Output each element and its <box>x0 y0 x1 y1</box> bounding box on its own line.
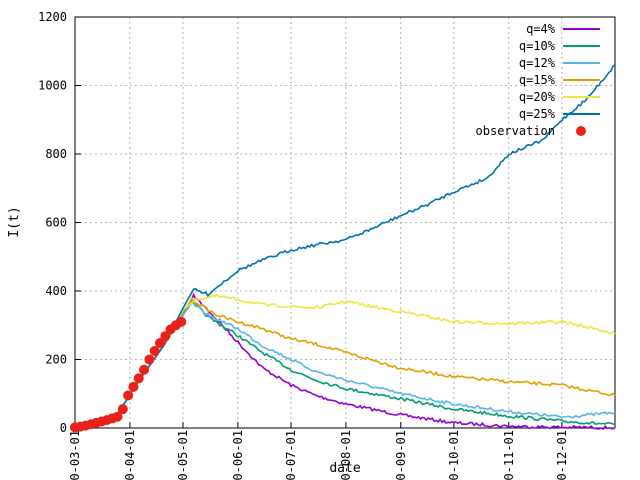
series-line <box>74 301 616 429</box>
observation-point <box>176 316 187 327</box>
observation-points <box>70 316 187 433</box>
x-tick-label: 2020-10-01 <box>447 430 461 480</box>
y-tick-label: 0 <box>60 421 67 435</box>
x-tick-label: 2020-11-01 <box>502 430 516 480</box>
observation-point <box>139 364 150 375</box>
grid-lines <box>74 16 615 429</box>
x-tick-label: 2020-06-01 <box>231 430 245 480</box>
y-tick-label: 1200 <box>38 10 67 24</box>
x-tick-label: 2020-04-01 <box>123 430 137 480</box>
y-tick-label: 800 <box>45 147 67 161</box>
x-tick-label: 2020-09-01 <box>394 430 408 480</box>
observation-point <box>160 331 171 342</box>
y-tick-label: 600 <box>45 216 67 230</box>
observation-point <box>149 345 160 356</box>
x-tick-label: 2020-12-01 <box>555 430 569 480</box>
x-axis: 2020-03-01 2020-04-01 2020-05-01 2020-06-01… <box>68 422 569 480</box>
x-tick-label: 2020-08-01 <box>339 430 353 480</box>
observation-point <box>133 373 144 384</box>
legend-label: q=20% <box>519 90 556 104</box>
y-axis-label: I(t) <box>7 206 22 237</box>
observation-point <box>112 411 123 422</box>
legend: q=4% q=10% q=12% q=15% q=20% q=25% observation <box>476 22 600 138</box>
y-tick-label: 400 <box>45 284 67 298</box>
x-tick-label: 2020-05-01 <box>176 430 190 480</box>
x-axis-label: date <box>329 461 360 476</box>
legend-label: observation <box>476 124 555 138</box>
series-line <box>74 296 616 429</box>
observation-point <box>144 354 155 365</box>
legend-label: q=15% <box>519 73 556 87</box>
series-line <box>74 293 616 429</box>
legend-swatch <box>576 126 586 136</box>
legend-label: q=10% <box>519 39 556 53</box>
observation-point <box>154 338 165 349</box>
x-tick-label: 2020-07-01 <box>284 430 298 480</box>
y-tick-label: 200 <box>45 353 67 367</box>
series-line <box>74 292 616 430</box>
y-tick-label: 1000 <box>38 79 67 93</box>
observation-point <box>123 390 134 401</box>
legend-label: q=4% <box>526 22 556 36</box>
series-line <box>74 298 616 429</box>
legend-label: q=12% <box>519 56 556 70</box>
observation-point <box>117 404 128 415</box>
legend-label: q=25% <box>519 107 556 121</box>
observation-point <box>128 381 139 392</box>
x-tick-label: 2020-03-01 <box>68 430 82 480</box>
